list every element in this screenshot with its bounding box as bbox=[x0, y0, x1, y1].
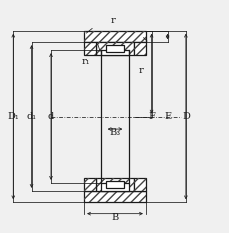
Bar bbox=[134, 42, 145, 55]
Text: r: r bbox=[110, 16, 114, 25]
Bar bbox=[95, 42, 134, 55]
Bar bbox=[84, 178, 95, 191]
Bar bbox=[84, 191, 145, 202]
Bar bbox=[84, 42, 95, 55]
Bar bbox=[134, 178, 145, 191]
Bar bbox=[134, 178, 145, 191]
Bar bbox=[84, 31, 145, 42]
Bar bbox=[84, 42, 95, 55]
Bar bbox=[134, 42, 145, 55]
Text: D: D bbox=[181, 112, 189, 121]
Text: B₃: B₃ bbox=[109, 128, 120, 137]
Text: d: d bbox=[48, 112, 54, 121]
Bar bbox=[95, 178, 134, 191]
Text: r₁: r₁ bbox=[81, 57, 90, 66]
Text: d₁: d₁ bbox=[26, 112, 36, 121]
Bar bbox=[95, 42, 134, 55]
Bar bbox=[95, 178, 134, 191]
Bar bbox=[105, 181, 124, 188]
Text: E: E bbox=[163, 112, 170, 121]
Bar bbox=[101, 183, 128, 191]
Bar bbox=[84, 178, 95, 191]
Bar bbox=[105, 45, 124, 52]
Bar bbox=[101, 50, 128, 55]
Bar bbox=[84, 191, 145, 202]
Text: r: r bbox=[138, 66, 143, 75]
Text: D₁: D₁ bbox=[7, 112, 19, 121]
Bar bbox=[84, 31, 145, 42]
Text: F: F bbox=[147, 112, 154, 121]
Text: B: B bbox=[111, 212, 118, 222]
